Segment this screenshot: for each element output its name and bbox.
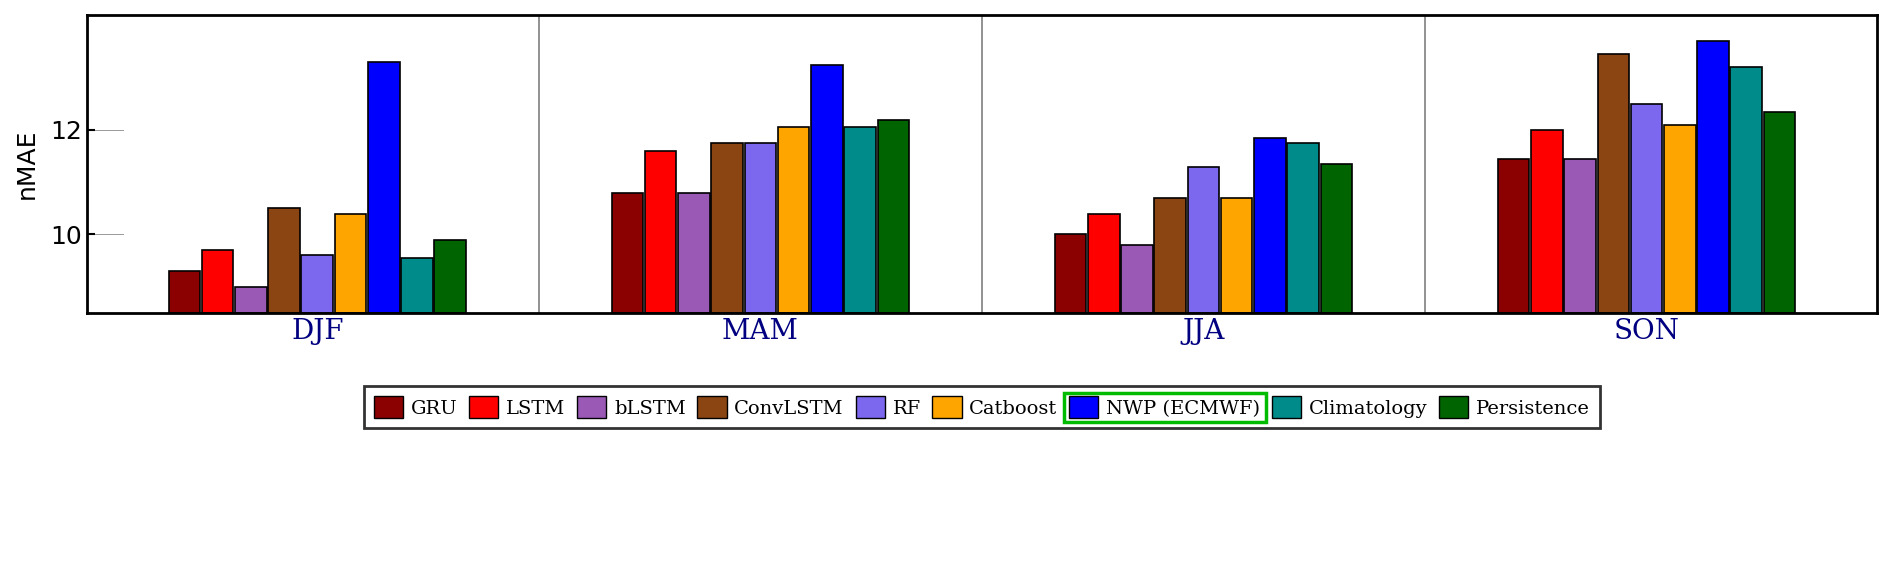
Bar [1154, 198, 1186, 313]
Bar [812, 65, 842, 313]
Bar [677, 193, 710, 313]
Bar [202, 250, 233, 313]
Bar [1122, 245, 1152, 313]
Bar [301, 255, 333, 313]
Bar [1731, 68, 1761, 313]
Bar [711, 143, 744, 313]
Legend: GRU, LSTM, bLSTM, ConvLSTM, RF, Catboost, NWP (ECMWF), Climatology, Persistence: GRU, LSTM, bLSTM, ConvLSTM, RF, Catboost… [365, 386, 1599, 428]
Bar [1188, 166, 1218, 313]
Bar [778, 127, 810, 313]
Bar [1054, 235, 1086, 313]
Bar [1321, 164, 1353, 313]
Bar [367, 62, 399, 313]
Bar [401, 258, 433, 313]
Bar [1763, 112, 1796, 313]
Bar [269, 208, 299, 313]
Bar [1597, 54, 1629, 313]
Y-axis label: nMAE: nMAE [15, 129, 40, 199]
Bar [745, 143, 776, 313]
Bar [335, 214, 367, 313]
Bar [1498, 159, 1529, 313]
Bar [611, 193, 643, 313]
Bar [1254, 138, 1287, 313]
Bar [1220, 198, 1253, 313]
Bar [168, 271, 201, 313]
Bar [1287, 143, 1319, 313]
Bar [435, 240, 465, 313]
Bar [878, 119, 908, 313]
Bar [844, 127, 876, 313]
Bar [1565, 159, 1597, 313]
Bar [1697, 41, 1729, 313]
Bar [645, 151, 677, 313]
Bar [1531, 130, 1563, 313]
Bar [1665, 125, 1695, 313]
Bar [1088, 214, 1120, 313]
Bar [1631, 104, 1663, 313]
Bar [235, 287, 267, 313]
